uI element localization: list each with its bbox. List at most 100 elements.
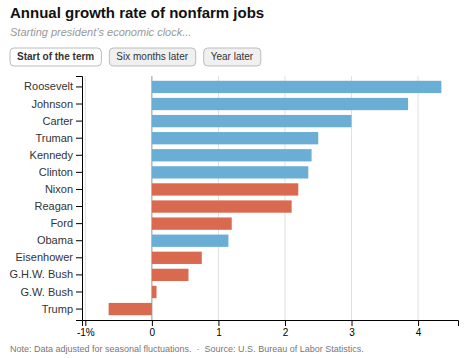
tick: Eisenhower bbox=[16, 251, 82, 263]
tick: Johnson bbox=[31, 98, 82, 110]
tick-mark bbox=[352, 320, 353, 326]
grid-line bbox=[351, 76, 352, 320]
tick: 3 bbox=[349, 320, 355, 338]
tick-mark bbox=[76, 206, 82, 207]
tick: Ford bbox=[50, 217, 82, 229]
bar bbox=[152, 286, 157, 298]
tick: Truman bbox=[36, 132, 83, 144]
tick-mark bbox=[76, 240, 82, 241]
grid-line bbox=[151, 76, 152, 320]
tick-label: 3 bbox=[349, 327, 355, 338]
button-label: Year later bbox=[211, 51, 254, 62]
tick: 0 bbox=[150, 320, 156, 338]
tick-mark bbox=[418, 320, 419, 326]
tick: Obama bbox=[37, 234, 82, 246]
bar bbox=[152, 115, 352, 127]
tick: Kennedy bbox=[30, 149, 82, 161]
button-box bbox=[109, 48, 195, 66]
tick: 4 bbox=[416, 320, 422, 338]
bar bbox=[152, 235, 229, 247]
bar bbox=[152, 217, 232, 229]
button-label: Six months later bbox=[116, 51, 188, 62]
tick-label: Clinton bbox=[39, 166, 73, 178]
grid bbox=[85, 76, 418, 320]
tick-mark bbox=[76, 138, 82, 139]
tick-mark bbox=[152, 320, 153, 326]
tick-mark bbox=[76, 189, 82, 190]
tick-mark bbox=[85, 320, 86, 326]
tick-label: Carter bbox=[42, 115, 73, 127]
bar bbox=[152, 269, 189, 281]
grid-line bbox=[218, 76, 219, 320]
bar bbox=[152, 98, 408, 110]
button-annotation: Year later bbox=[204, 48, 261, 66]
tick: Carter bbox=[42, 115, 82, 127]
bar bbox=[152, 183, 298, 195]
grid-line bbox=[284, 76, 285, 320]
tick: Roosevelt bbox=[24, 80, 82, 92]
tick-mark bbox=[218, 320, 219, 326]
footnote: Note: Data adjusted for seasonal fluctua… bbox=[10, 344, 364, 354]
tick-mark bbox=[76, 121, 82, 122]
axis-line bbox=[83, 321, 459, 327]
tick-label: 0 bbox=[150, 327, 156, 338]
tick-label: Obama bbox=[37, 234, 74, 246]
tick-label: Trump bbox=[42, 303, 73, 315]
y-axis: Roosevelt Johnson Carter Truman Kennedy Clint… bbox=[9, 77, 82, 321]
tick-mark bbox=[76, 86, 82, 87]
grid-line bbox=[418, 76, 419, 320]
tick-mark bbox=[76, 257, 82, 258]
tick-label: G.H.W. Bush bbox=[9, 268, 73, 280]
tick: G.H.W. Bush bbox=[9, 268, 82, 280]
tick: Nixon bbox=[45, 183, 82, 195]
tick: 2 bbox=[283, 320, 289, 338]
tick-mark bbox=[76, 274, 82, 275]
bar bbox=[152, 149, 312, 161]
tick-label: Kennedy bbox=[30, 149, 74, 161]
tick-mark bbox=[76, 104, 82, 105]
bar bbox=[152, 252, 202, 264]
button-annotation: Six months later bbox=[109, 48, 195, 66]
button-box bbox=[10, 48, 101, 66]
bar bbox=[152, 132, 318, 144]
tick-mark bbox=[76, 155, 82, 156]
bars bbox=[109, 81, 442, 315]
button-label: Start of the term bbox=[17, 51, 94, 62]
tick: Clinton bbox=[39, 166, 82, 178]
axis-line bbox=[76, 77, 83, 321]
tick-label: Truman bbox=[36, 132, 74, 144]
button-box bbox=[204, 48, 261, 66]
tick-label: G.W. Bush bbox=[20, 285, 73, 297]
bar bbox=[109, 303, 152, 315]
bar bbox=[152, 81, 441, 93]
tick-label: Nixon bbox=[45, 183, 73, 195]
x-axis: -1% 0 1 2 3 4 bbox=[77, 320, 459, 338]
plot: -1% 0 1 2 3 4 Roosevelt Johnson Carter Truman Kenn… bbox=[9, 76, 458, 338]
tick-mark bbox=[285, 320, 286, 326]
tick-mark bbox=[76, 172, 82, 173]
tick: 1 bbox=[216, 320, 222, 338]
tick-label: Ford bbox=[50, 217, 73, 229]
title: Annual growth rate of nonfarm jobs bbox=[10, 4, 264, 21]
button-annotation: Start of the term bbox=[10, 48, 101, 66]
chart: Annual growth rate of nonfarm jobs Starti… bbox=[0, 0, 474, 358]
tick-label: 4 bbox=[416, 327, 422, 338]
grid-line bbox=[85, 76, 86, 320]
tick: Reagan bbox=[34, 200, 82, 212]
tick-mark bbox=[76, 309, 82, 310]
tick: -1% bbox=[77, 320, 95, 338]
tick: Trump bbox=[42, 303, 82, 315]
subtitle: Starting president’s economic clock... bbox=[10, 26, 191, 38]
tick-mark bbox=[76, 223, 82, 224]
tick-label: Eisenhower bbox=[16, 251, 74, 263]
bar bbox=[152, 166, 308, 178]
tick-label: Johnson bbox=[31, 98, 73, 110]
tick-label: Reagan bbox=[34, 200, 73, 212]
tick: G.W. Bush bbox=[20, 285, 82, 297]
tick-label: 2 bbox=[283, 327, 289, 338]
bar bbox=[152, 200, 292, 212]
tick-mark bbox=[76, 291, 82, 292]
tick-label: 1 bbox=[216, 327, 222, 338]
tick-label: -1% bbox=[77, 327, 95, 338]
tick-label: Roosevelt bbox=[24, 80, 73, 92]
